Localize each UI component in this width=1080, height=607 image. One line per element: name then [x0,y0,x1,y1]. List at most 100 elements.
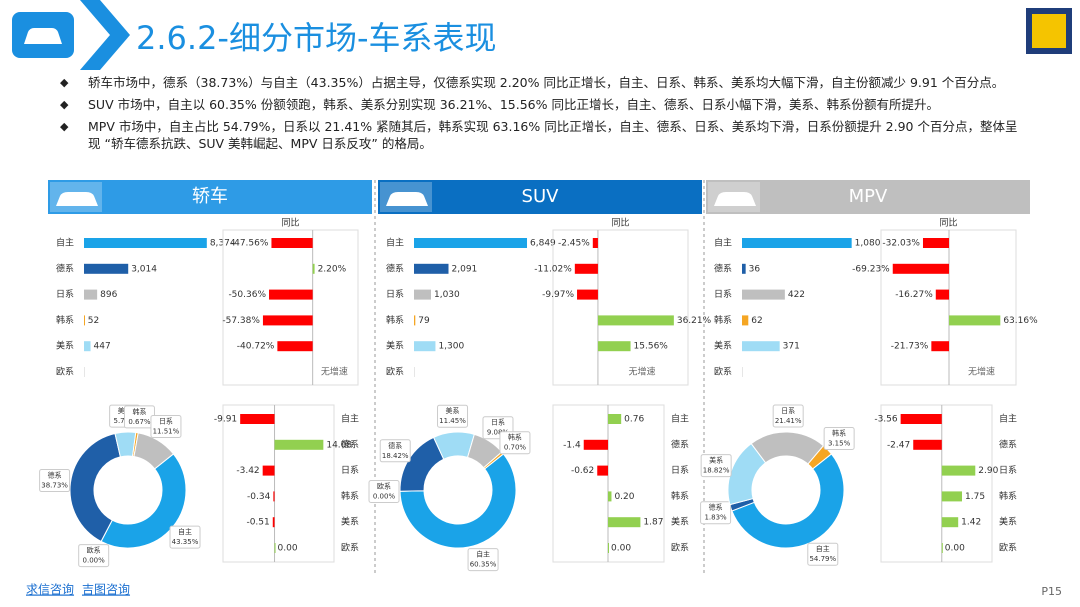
pie-value-label: 0.70% [504,444,527,452]
panel-car-icon [714,192,756,206]
header-chevron [80,0,130,70]
value-label: -21.73% [891,342,929,352]
category-label: 自主 [671,413,689,425]
bar [274,543,276,553]
panel-title: SUV [522,186,560,207]
value-label: 896 [100,290,117,300]
category-label: 日系 [386,289,404,300]
pie-category-label: 日系 [781,406,795,415]
value-label: 3,014 [131,264,157,274]
page-number: P15 [1041,585,1062,598]
panel-car-icon [56,192,98,206]
category-label: 德系 [386,262,404,274]
category-label: 欧系 [999,542,1017,554]
value-label: -40.72% [237,342,275,352]
value-label: -16.27% [895,290,933,300]
bar [949,315,1001,326]
callout-box [379,439,411,463]
bar [269,289,313,300]
bar [271,238,313,248]
bullet: 轿车市场中，德系（38.73%）与自主（43.35%）占据主导，仅德系实现 2.… [60,74,1025,91]
bar [742,315,749,326]
pie-segment [731,453,845,549]
category-label: 德系 [341,438,359,450]
pie-value-label: 9.08% [487,429,510,437]
value-label: -32.03% [882,239,920,249]
value-label: -50.36% [228,290,266,300]
value-label: 无增速 [628,366,655,378]
pie-category-label: 自主 [178,527,192,536]
pie-value-label: 60.35% [470,561,497,569]
category-label: 日系 [56,289,74,300]
pie-value-label: 0.67% [128,418,151,426]
panel-title: MPV [849,186,888,207]
bar [414,238,528,248]
bar [273,491,275,502]
category-label: 自主 [999,413,1017,425]
value-label: 63.16% [1003,316,1038,326]
pie-value-label: 38.73% [41,482,68,490]
bar [262,465,275,476]
bullet-list: 轿车市场中，德系（38.73%）与自主（43.35%）占据主导，仅德系实现 2.… [60,74,1025,157]
value-label: 52 [88,316,99,326]
category-label: 自主 [714,237,732,249]
pie-category-label: 日系 [491,418,505,427]
value-label: -0.51 [246,518,269,528]
bar [900,414,942,424]
footer-link[interactable]: 求信咨询 [26,582,74,597]
value-label: -0.34 [247,492,271,502]
bullet: SUV 市场中，自主以 60.35% 份额领跑，韩系、美系分别实现 36.21%… [60,96,1025,113]
value-label: -3.42 [236,466,259,476]
bar [583,439,608,450]
category-label: 美系 [714,340,732,352]
pie-category-label: 德系 [709,503,723,512]
pie-segment [133,432,175,470]
bar [597,465,608,476]
pie-segment [69,432,121,543]
value-label: -1.4 [563,440,581,450]
bar [84,238,207,248]
bar [272,517,275,528]
chart-title: 同比 [611,217,629,229]
footer-link[interactable]: 吉图咨询 [82,582,130,597]
value-label: 1,300 [438,342,464,352]
value-label: 62 [751,316,762,326]
value-label: 1.87 [643,518,663,528]
bar [414,263,449,274]
panel-header [706,180,1030,214]
category-label: 韩系 [386,314,404,326]
category-label: 欧系 [341,542,359,554]
value-label: -2.45% [558,239,590,249]
plot-frame [222,229,359,386]
pie-category-label: 德系 [388,441,402,450]
pie-value-label: 18.42% [382,452,409,460]
bar [608,543,609,553]
bar [84,367,85,377]
value-label: -3.56 [874,415,898,425]
bar [262,315,313,326]
chart-title: 同比 [939,217,957,229]
category-label: 自主 [386,237,404,249]
pie-category-label: 韩系 [132,407,146,416]
bar [84,263,129,274]
value-label: 0.76 [624,415,644,425]
bar [608,491,612,502]
value-label: 1.42 [961,518,981,528]
pie-category-label: 韩系 [832,428,846,437]
value-label: -9.91 [214,415,237,425]
value-label: 1,080 [855,239,881,249]
bar [941,517,959,528]
category-label: 欧系 [56,366,74,378]
bar [240,414,275,424]
value-label: 422 [788,290,805,300]
category-label: 日系 [714,289,732,300]
bar [742,367,743,377]
pie-category-label: 自主 [476,550,490,559]
value-label: -0.62 [571,466,594,476]
callout-box [368,480,400,504]
callout-box [169,525,201,549]
category-label: 美系 [671,516,689,528]
category-label: 欧系 [671,542,689,554]
chart-title: 同比 [281,217,299,229]
